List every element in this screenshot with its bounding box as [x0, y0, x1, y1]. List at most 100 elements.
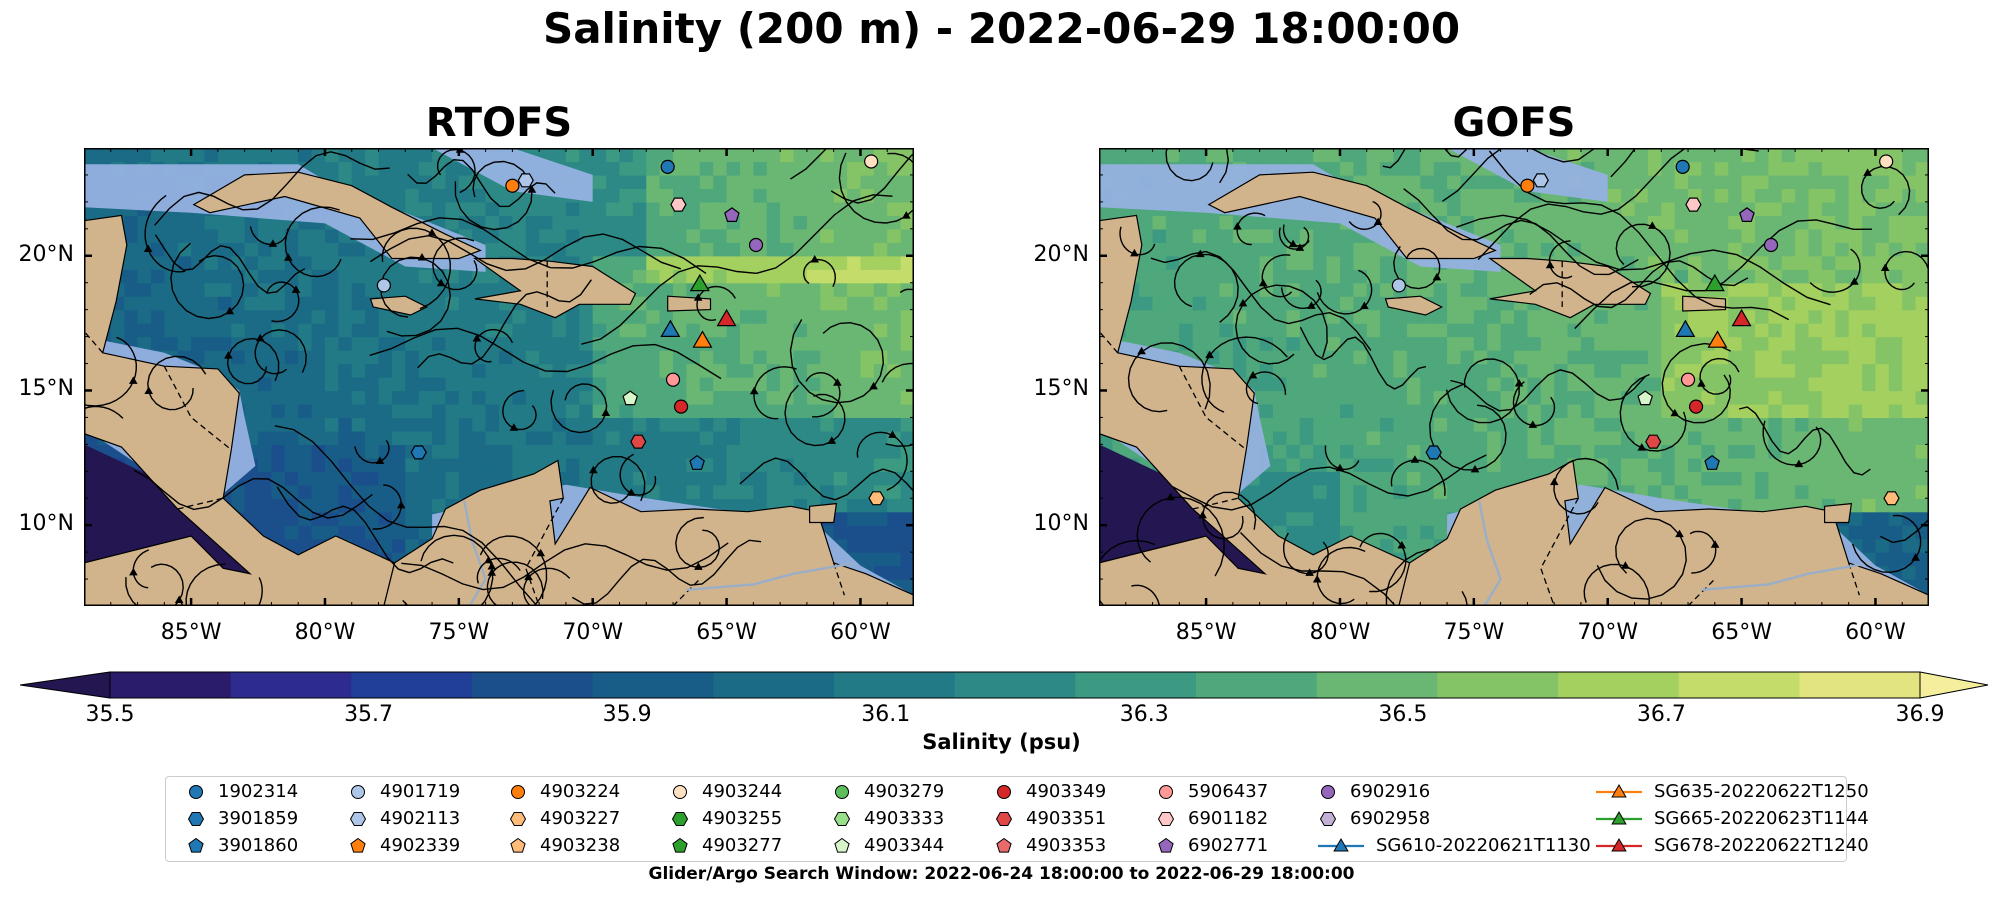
legend-marker: [1319, 812, 1337, 826]
legend-item: 6902771: [1154, 833, 1268, 859]
panel-title-gofs: GOFS: [1452, 100, 1576, 146]
legend-item: 3901859: [184, 806, 298, 832]
lon-tick-label: 80°W: [294, 620, 356, 645]
lat-tick-label: 15°N: [1033, 376, 1089, 402]
legend-item: 4903277: [668, 833, 782, 859]
legend-item: 3901860: [184, 833, 298, 859]
marker-3901859: [1425, 445, 1442, 460]
colorbar-segment: [1558, 672, 1680, 698]
legend-item: SG665-20220623T1144: [1594, 806, 1869, 832]
legend-item: 4903255: [668, 806, 782, 832]
colorbar-tick-label: 35.9: [602, 702, 652, 727]
legend-marker: [1596, 810, 1642, 825]
legend-marker: [351, 785, 365, 799]
lat-tick-label: 20°N: [18, 241, 74, 267]
colorbar-segment: [472, 672, 594, 698]
lat-tick-label: 15°N: [18, 376, 74, 402]
legend-label: 4903351: [1026, 808, 1107, 829]
marker-1902314: [1675, 159, 1690, 174]
legend-label: 4902339: [380, 835, 461, 856]
legend-marker: [189, 785, 203, 799]
legend-marker: [672, 837, 688, 853]
colorbar-tick-label: 36.5: [1378, 702, 1428, 727]
marker-SG635-20220622T1250: [692, 330, 713, 348]
legend-marker: [996, 837, 1012, 853]
colorbar-tick-label: 35.5: [85, 702, 135, 727]
legend-label: SG610-20220621T1130: [1376, 835, 1591, 856]
legend-item: 5906437: [1154, 779, 1268, 805]
legend-marker: [997, 785, 1011, 799]
lon-tick-label: 70°W: [1577, 620, 1639, 645]
legend-item: 4903244: [668, 779, 782, 805]
lon-tick-label: 70°W: [562, 620, 624, 645]
colorbar-segment: [834, 672, 956, 698]
legend-item: 6902916: [1316, 779, 1430, 805]
marker-4903244: [1879, 154, 1894, 169]
colorbar-over-extend: [1919, 671, 1989, 699]
lon-tick-label: 75°W: [428, 620, 490, 645]
legend-item: 4903349: [992, 779, 1106, 805]
legend-label: 1902314: [218, 781, 299, 802]
legend-marker: [350, 837, 366, 853]
marker-4903349: [1688, 399, 1704, 414]
marker-3901860: [689, 454, 705, 470]
colorbar-segment: [1799, 672, 1921, 698]
legend-label: 4903344: [864, 835, 945, 856]
figure-title: Salinity (200 m) - 2022-06-29 18:00:00: [542, 4, 1461, 53]
lon-tick-label: 85°W: [1175, 620, 1237, 645]
legend-item: 4903344: [830, 833, 944, 859]
colorbar-under-extend: [20, 671, 111, 699]
lat-tick-label: 10°N: [1033, 511, 1089, 537]
legend-label: 4903353: [1026, 835, 1107, 856]
lon-tick-label: 65°W: [696, 620, 757, 645]
lon-tick-label: 60°W: [1845, 620, 1906, 645]
legend-item: 4902113: [346, 806, 460, 832]
colorbar-tick-label: 36.7: [1636, 702, 1686, 727]
marker-5906437: [665, 372, 681, 387]
legend-marker: [510, 837, 526, 853]
colorbar-label: Salinity (psu): [922, 730, 1081, 754]
search-window-note: Glider/Argo Search Window: 2022-06-24 18…: [648, 864, 1355, 884]
colorbar-segment: [230, 672, 352, 698]
lon-tick-label: 85°W: [160, 620, 222, 645]
legend-marker: [995, 812, 1013, 826]
colorbar-segment: [1075, 672, 1197, 698]
legend-item: SG678-20220622T1240: [1594, 833, 1869, 859]
marker-SG678-20220622T1240: [716, 308, 737, 327]
marker-6902916: [748, 237, 764, 253]
legend-marker: [1596, 837, 1642, 852]
legend-label: 4901719: [380, 781, 461, 802]
colorbar-segment: [110, 672, 232, 698]
panel-title-rtofs: RTOFS: [425, 100, 573, 146]
marker-SG610-20220621T1130: [1675, 319, 1696, 337]
legend-marker: [673, 785, 687, 799]
lon-tick-label: 75°W: [1443, 620, 1505, 645]
marker-6902771: [724, 207, 740, 223]
legend-item: SG635-20220622T1250: [1594, 779, 1869, 805]
legend-label: SG678-20220622T1240: [1654, 835, 1869, 856]
legend-marker: [833, 812, 851, 826]
marker-4903349: [673, 399, 689, 414]
colorbar-segment: [592, 672, 714, 698]
marker-4903344: [1637, 390, 1654, 406]
legend-item: 4903238: [506, 833, 620, 859]
legend-marker: [1158, 837, 1174, 853]
legend-marker: [1159, 785, 1173, 799]
marker-3901860: [1704, 454, 1720, 470]
legend-marker: [835, 785, 849, 799]
legend-item: 4903351: [992, 806, 1106, 832]
marker-4902113: [1532, 173, 1549, 188]
marker-4903244: [864, 154, 879, 169]
legend-item: 4903227: [506, 806, 620, 832]
legend-item: 4903353: [992, 833, 1106, 859]
legend-marker: [509, 812, 527, 826]
marker-4901719: [376, 278, 391, 293]
legend: 1902314 3901859 3901860 4901719 4902113 49023…: [165, 776, 1869, 862]
legend-marker: [349, 812, 367, 826]
legend-item: 4903279: [830, 779, 944, 805]
legend-marker: [1157, 812, 1175, 826]
legend-marker: [671, 812, 689, 826]
colorbar-segment: [351, 672, 473, 698]
colorbar-segment: [1678, 672, 1800, 698]
legend-item: 6901182: [1154, 806, 1268, 832]
